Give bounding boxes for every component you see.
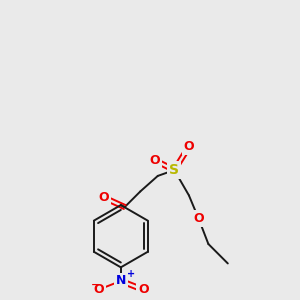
Text: N: N xyxy=(116,274,126,287)
Text: O: O xyxy=(150,154,160,167)
Text: +: + xyxy=(127,269,135,279)
Text: O: O xyxy=(138,283,148,296)
Text: O: O xyxy=(193,212,204,225)
Text: S: S xyxy=(169,163,179,177)
Text: O: O xyxy=(184,140,194,153)
Text: −: − xyxy=(91,280,100,290)
Text: O: O xyxy=(98,191,109,204)
Text: O: O xyxy=(93,283,104,296)
